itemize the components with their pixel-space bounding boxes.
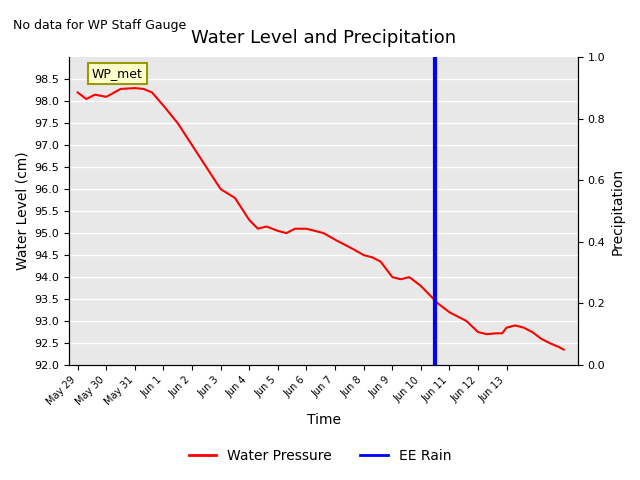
Text: No data for WP Staff Gauge: No data for WP Staff Gauge bbox=[13, 19, 186, 32]
X-axis label: Time: Time bbox=[307, 413, 340, 427]
Text: WP_met: WP_met bbox=[92, 67, 143, 80]
Legend: Water Pressure, EE Rain: Water Pressure, EE Rain bbox=[183, 443, 457, 468]
Title: Water Level and Precipitation: Water Level and Precipitation bbox=[191, 29, 456, 48]
Y-axis label: Water Level (cm): Water Level (cm) bbox=[15, 152, 29, 270]
Y-axis label: Precipitation: Precipitation bbox=[611, 168, 625, 255]
